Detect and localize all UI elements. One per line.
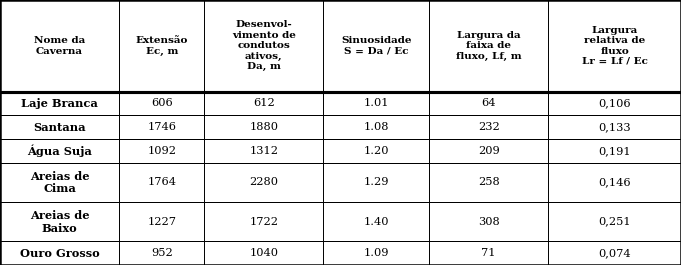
- Text: 1.29: 1.29: [364, 178, 389, 187]
- Bar: [204, 163, 323, 202]
- Bar: [204, 115, 323, 139]
- Text: 1040: 1040: [249, 248, 279, 258]
- Bar: [323, 163, 429, 202]
- Bar: [204, 92, 323, 115]
- Bar: [204, 139, 323, 163]
- Text: 0,251: 0,251: [599, 217, 631, 227]
- Bar: [204, 241, 323, 265]
- Text: 71: 71: [481, 248, 496, 258]
- Text: 1227: 1227: [147, 217, 176, 227]
- Text: 209: 209: [478, 146, 499, 156]
- Text: 1.20: 1.20: [364, 146, 389, 156]
- Text: Santana: Santana: [33, 122, 86, 133]
- Bar: [119, 241, 204, 265]
- Text: 1764: 1764: [147, 178, 176, 187]
- Text: Ouro Grosso: Ouro Grosso: [20, 248, 99, 259]
- Text: 1092: 1092: [147, 146, 176, 156]
- Bar: [429, 0, 548, 92]
- Bar: [429, 241, 548, 265]
- Bar: [548, 202, 681, 241]
- Text: Sinuosidade
S = Da / Ec: Sinuosidade S = Da / Ec: [341, 36, 411, 55]
- Bar: [119, 0, 204, 92]
- Text: Areias de
Baixo: Areias de Baixo: [30, 210, 89, 233]
- Text: Areias de
Cima: Areias de Cima: [30, 171, 89, 194]
- Bar: [119, 139, 204, 163]
- Bar: [429, 163, 548, 202]
- Text: 0,133: 0,133: [599, 122, 631, 132]
- Bar: [0, 202, 119, 241]
- Bar: [323, 115, 429, 139]
- Bar: [119, 163, 204, 202]
- Bar: [323, 202, 429, 241]
- Bar: [0, 139, 119, 163]
- Bar: [323, 139, 429, 163]
- Bar: [0, 115, 119, 139]
- Text: 0,191: 0,191: [599, 146, 631, 156]
- Bar: [429, 115, 548, 139]
- Text: 308: 308: [478, 217, 499, 227]
- Text: 1312: 1312: [249, 146, 279, 156]
- Bar: [204, 202, 323, 241]
- Text: 1.09: 1.09: [364, 248, 389, 258]
- Text: 1.01: 1.01: [364, 99, 389, 108]
- Bar: [548, 163, 681, 202]
- Text: Laje Branca: Laje Branca: [21, 98, 98, 109]
- Text: 1722: 1722: [249, 217, 279, 227]
- Text: 0,146: 0,146: [599, 178, 631, 187]
- Text: Largura da
faixa de
fluxo, Lf, m: Largura da faixa de fluxo, Lf, m: [456, 31, 522, 61]
- Bar: [119, 92, 204, 115]
- Text: Extensão
Ec, m: Extensão Ec, m: [136, 36, 188, 55]
- Bar: [548, 241, 681, 265]
- Text: 2280: 2280: [249, 178, 279, 187]
- Bar: [0, 163, 119, 202]
- Text: 1880: 1880: [249, 122, 279, 132]
- Bar: [429, 202, 548, 241]
- Text: Água Suja: Água Suja: [27, 145, 92, 157]
- Text: 258: 258: [478, 178, 499, 187]
- Bar: [119, 115, 204, 139]
- Text: 1.40: 1.40: [364, 217, 389, 227]
- Text: 612: 612: [253, 99, 274, 108]
- Bar: [0, 241, 119, 265]
- Bar: [0, 0, 119, 92]
- Bar: [548, 115, 681, 139]
- Bar: [323, 92, 429, 115]
- Bar: [548, 92, 681, 115]
- Text: Nome da
Caverna: Nome da Caverna: [34, 36, 85, 55]
- Bar: [323, 0, 429, 92]
- Bar: [204, 0, 323, 92]
- Bar: [548, 0, 681, 92]
- Bar: [323, 241, 429, 265]
- Bar: [548, 139, 681, 163]
- Bar: [429, 92, 548, 115]
- Text: 1746: 1746: [147, 122, 176, 132]
- Bar: [119, 202, 204, 241]
- Text: 606: 606: [151, 99, 172, 108]
- Text: 232: 232: [478, 122, 499, 132]
- Text: Largura
relativa de
fluxo
Lr = Lf / Ec: Largura relativa de fluxo Lr = Lf / Ec: [582, 26, 648, 66]
- Text: 952: 952: [151, 248, 172, 258]
- Bar: [0, 92, 119, 115]
- Text: 64: 64: [481, 99, 496, 108]
- Text: 1.08: 1.08: [364, 122, 389, 132]
- Text: 0,106: 0,106: [599, 99, 631, 108]
- Text: 0,074: 0,074: [599, 248, 631, 258]
- Bar: [429, 139, 548, 163]
- Text: Desenvol-
vimento de
condutos
ativos,
Da, m: Desenvol- vimento de condutos ativos, Da…: [232, 20, 296, 71]
